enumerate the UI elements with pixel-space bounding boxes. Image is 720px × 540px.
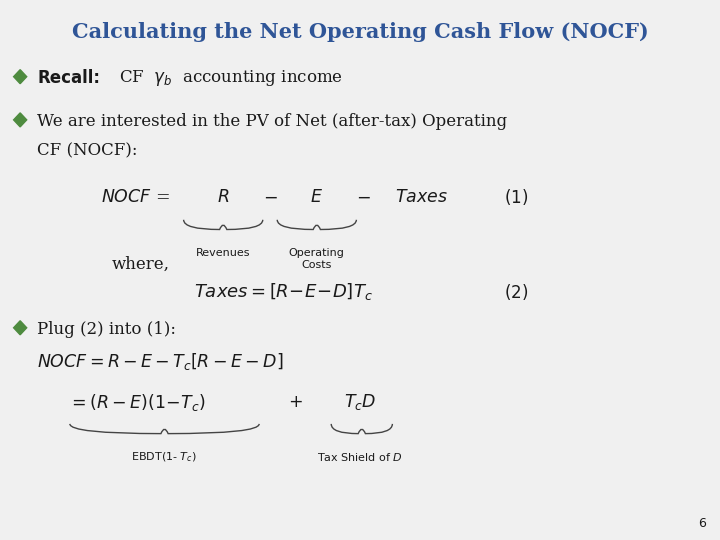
Text: $\mathit{Taxes} = [R\!-\!E\!-\!D]T_c$: $\mathit{Taxes} = [R\!-\!E\!-\!D]T_c$ bbox=[194, 281, 373, 302]
Text: $\mathit{E}$: $\mathit{E}$ bbox=[310, 188, 323, 206]
Text: We are interested in the PV of Net (after-tax) Operating: We are interested in the PV of Net (afte… bbox=[37, 113, 508, 130]
Text: $= (R - E)(1\!-\! T_c)$: $= (R - E)(1\!-\! T_c)$ bbox=[68, 392, 206, 413]
Text: $\mathit{NOCF}$ =: $\mathit{NOCF}$ = bbox=[101, 188, 170, 206]
Text: $\mathit{NOCF} = R - E - T_c[R - E - D]$: $\mathit{NOCF} = R - E - T_c[R - E - D]$ bbox=[37, 352, 284, 372]
Text: $T_c D$: $T_c D$ bbox=[344, 392, 376, 413]
Polygon shape bbox=[14, 70, 27, 84]
Text: CF (NOCF):: CF (NOCF): bbox=[37, 143, 138, 160]
Text: EBDT(1- $T_c$): EBDT(1- $T_c$) bbox=[131, 451, 197, 464]
Text: $-$: $-$ bbox=[356, 188, 371, 206]
Text: $\mathit{R}$: $\mathit{R}$ bbox=[217, 188, 230, 206]
Text: Tax Shield of $D$: Tax Shield of $D$ bbox=[317, 451, 403, 463]
Text: $-$: $-$ bbox=[263, 188, 277, 206]
Polygon shape bbox=[14, 113, 27, 127]
Text: $\mathit{Taxes}$: $\mathit{Taxes}$ bbox=[395, 188, 448, 206]
Text: Calculating the Net Operating Cash Flow (NOCF): Calculating the Net Operating Cash Flow … bbox=[71, 22, 649, 42]
Text: 6: 6 bbox=[698, 517, 706, 530]
Text: CF  $\mathit{\gamma_b}$  accounting income: CF $\mathit{\gamma_b}$ accounting income bbox=[119, 68, 343, 89]
Text: Recall:: Recall: bbox=[37, 69, 101, 87]
Polygon shape bbox=[14, 321, 27, 335]
Text: $(1)$: $(1)$ bbox=[504, 187, 528, 207]
Text: $(2)$: $(2)$ bbox=[504, 281, 528, 302]
Text: Operating
Costs: Operating Costs bbox=[289, 248, 345, 270]
Text: $+$: $+$ bbox=[288, 394, 302, 411]
Text: Plug (2) into (1):: Plug (2) into (1): bbox=[37, 321, 176, 338]
Text: Revenues: Revenues bbox=[196, 248, 251, 259]
Text: where,: where, bbox=[112, 256, 170, 273]
